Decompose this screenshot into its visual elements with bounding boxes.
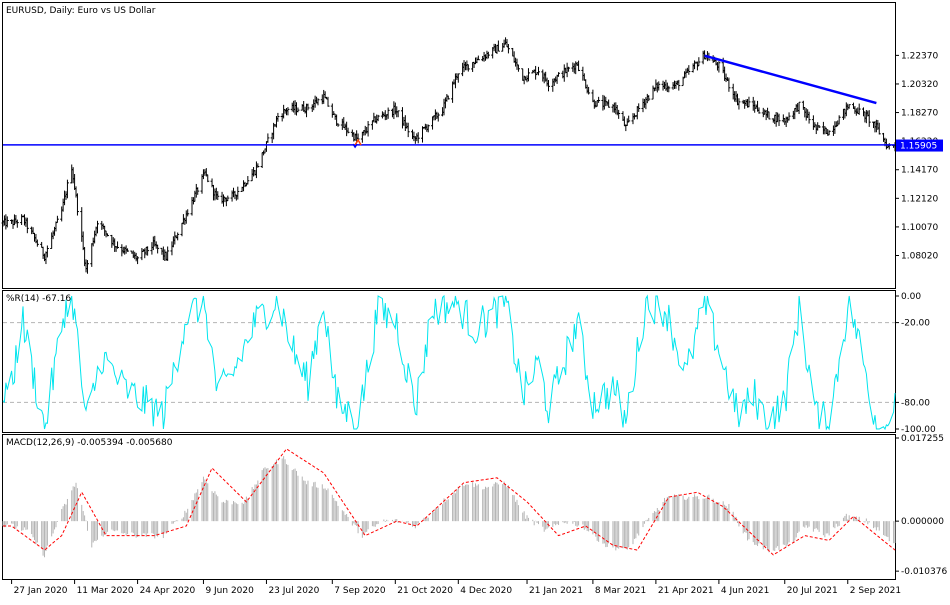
x-tick-label: 2 Sep 2021 — [850, 586, 901, 596]
x-tick-label: 8 Mar 2021 — [595, 586, 646, 596]
macd-tick-label: -0.010376 — [901, 567, 947, 577]
price-tick-label: 1.14170 — [901, 166, 938, 176]
macd-tick-label: 0.000000 — [901, 517, 944, 527]
wpr-tick-label: -80.00 — [901, 398, 930, 408]
price-tick-label: 1.18270 — [901, 109, 938, 119]
wpr-panel-frame — [2, 290, 896, 433]
trade-marker-icon — [352, 143, 358, 149]
macd-tick-label: 0.017255 — [901, 434, 944, 444]
trade-marker-icon — [354, 138, 362, 146]
wpr-line — [2, 294, 896, 431]
wpr-label: %R(14) -67.16 — [6, 294, 71, 304]
price-tick-label: 1.08020 — [901, 251, 938, 261]
price-tick-label: 1.22370 — [901, 51, 938, 61]
macd-panel-frame — [2, 434, 896, 580]
x-tick-label: 4 Dec 2020 — [460, 586, 512, 596]
wpr-tick-label: 0.00 — [901, 292, 921, 302]
macd-signal-line — [3, 448, 896, 556]
wpr-tick-label: -100.00 — [901, 425, 936, 435]
price-tick-label: 1.10070 — [901, 223, 938, 233]
x-tick-label: 9 Jun 2020 — [205, 586, 254, 596]
x-tick-label: 7 Sep 2020 — [334, 586, 386, 596]
macd-label: MACD(12,26,9) -0.005394 -0.005680 — [6, 438, 173, 448]
price-tick-label: 1.12120 — [901, 194, 938, 204]
current-price-label: 1.15905 — [900, 142, 937, 152]
wpr-series — [2, 294, 896, 431]
x-tick-label: 11 Mar 2020 — [77, 586, 134, 596]
x-tick-label: 21 Jan 2021 — [529, 586, 583, 596]
x-tick-label: 21 Apr 2021 — [658, 586, 714, 596]
trend-line — [704, 54, 877, 105]
macd-series — [2, 448, 896, 558]
x-tick-label: 20 Jul 2021 — [787, 586, 838, 596]
x-tick-label: 23 Jul 2020 — [268, 586, 319, 596]
x-tick-label: 21 Oct 2020 — [397, 586, 453, 596]
axes: 1.223701.203201.182701.162201.141701.121… — [11, 51, 947, 596]
x-tick-label: 24 Apr 2020 — [140, 586, 196, 596]
x-tick-label: 4 Jun 2021 — [721, 586, 769, 596]
current-price-tag — [896, 139, 943, 152]
wpr-tick-label: -20.00 — [901, 319, 930, 329]
price-series — [1, 37, 897, 274]
price-tick-label: 1.20320 — [901, 80, 938, 90]
symbol-label: EURUSD, Daily: Euro vs US Dollar — [6, 6, 156, 16]
x-tick-label: 27 Jan 2020 — [14, 586, 68, 596]
